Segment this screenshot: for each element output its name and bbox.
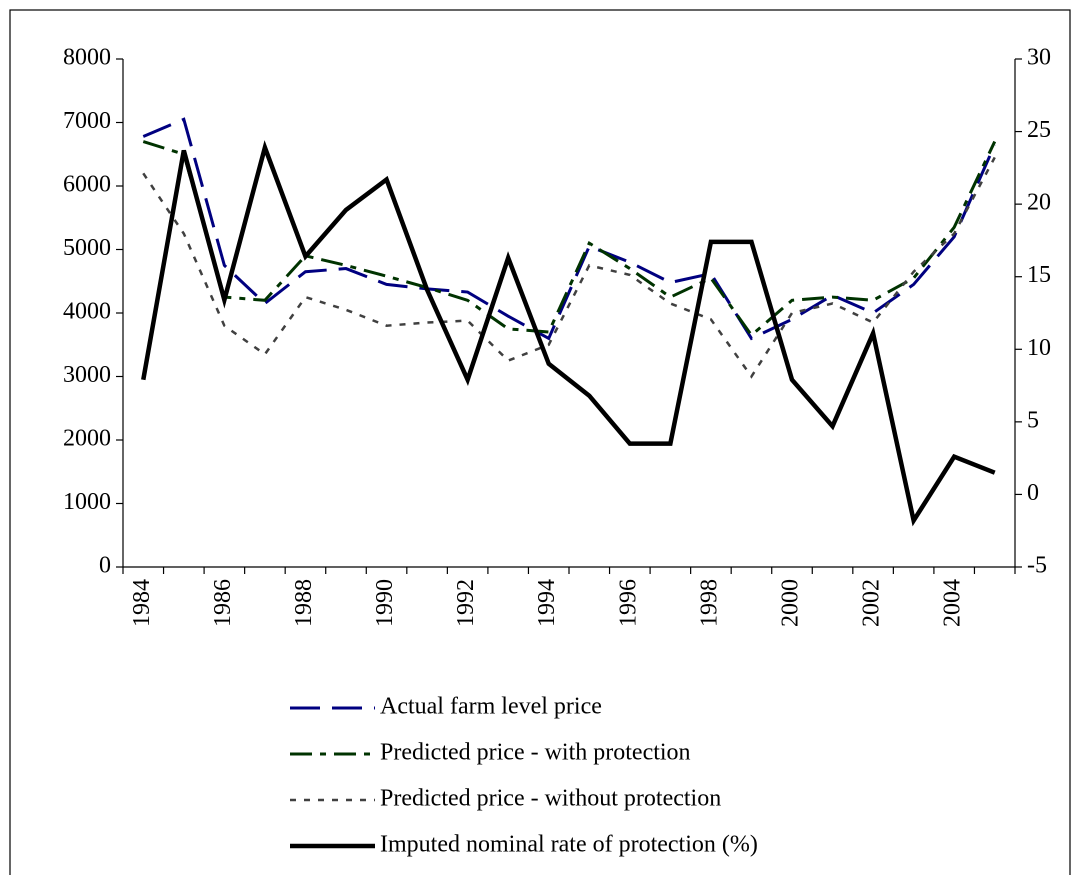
y-tick-label: 6000 — [63, 172, 111, 198]
y2-tick-label: 30 — [1027, 45, 1051, 71]
y2-tick-label: -5 — [1027, 553, 1047, 579]
data-line — [141, 140, 996, 527]
x-tick-label: 1996 — [615, 579, 641, 627]
y2-tick-label: 10 — [1027, 335, 1051, 361]
x-tick-label: 1998 — [696, 579, 722, 627]
legend-label: Predicted price - without protection — [380, 786, 721, 812]
data-line — [142, 140, 997, 338]
x-tick-label: 1994 — [534, 579, 560, 627]
y-tick-label: 3000 — [63, 362, 111, 388]
legend-label: Imputed nominal rate of protection (%) — [380, 832, 758, 858]
y-tick-label: 5000 — [63, 235, 111, 261]
x-tick-label: 1992 — [453, 579, 479, 627]
x-tick-label: 1986 — [210, 579, 236, 627]
y-tick-label: 1000 — [63, 489, 111, 515]
y-tick-label: 0 — [99, 553, 111, 579]
y-tick-label: 7000 — [63, 108, 111, 134]
y-tick-label: 4000 — [63, 299, 111, 325]
data-line — [142, 156, 996, 379]
legend-label: Actual farm level price — [380, 694, 602, 720]
y2-tick-label: 15 — [1027, 262, 1051, 288]
y-tick-label: 8000 — [63, 45, 111, 71]
x-tick-label: 1988 — [291, 579, 317, 627]
legend-label: Predicted price - with protection — [380, 740, 691, 766]
x-tick-label: 2000 — [778, 579, 804, 627]
y-tick-label: 2000 — [63, 426, 111, 452]
x-tick-label: 2004 — [940, 579, 966, 627]
x-tick-label: 2002 — [859, 579, 885, 627]
y2-tick-label: 25 — [1027, 117, 1051, 143]
data-line — [142, 117, 997, 341]
y2-tick-label: 0 — [1027, 480, 1039, 506]
y2-tick-label: 5 — [1027, 407, 1039, 433]
x-tick-label: 1984 — [129, 579, 155, 627]
x-tick-label: 1990 — [372, 579, 398, 627]
y2-tick-label: 20 — [1027, 190, 1051, 216]
chart-border — [9, 9, 1071, 875]
